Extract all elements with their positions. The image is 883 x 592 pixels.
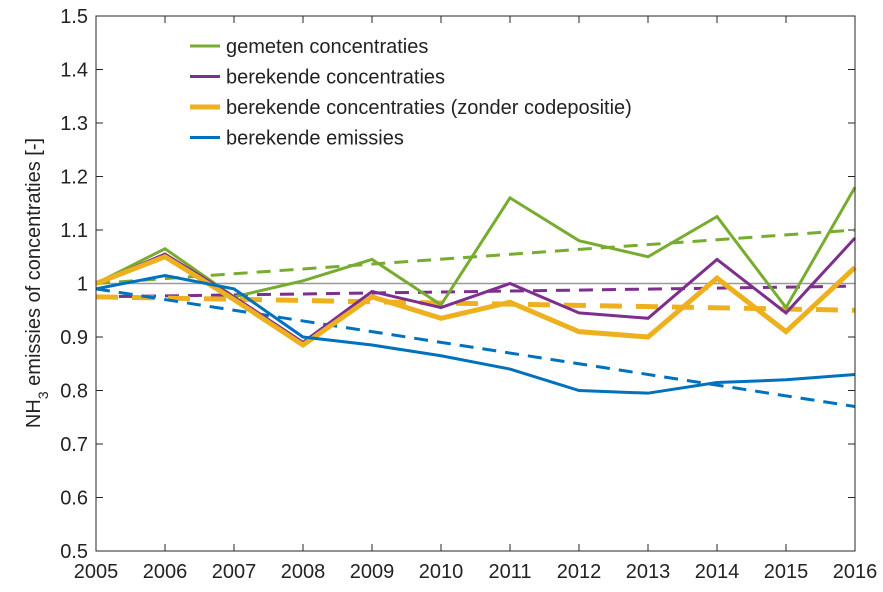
series-line: [95, 253, 857, 349]
x-tick-label: 2016: [833, 561, 878, 583]
trend-line: [95, 287, 856, 409]
y-tick-label: 0.9: [60, 327, 88, 349]
y-tick-label: 1.2: [60, 167, 88, 189]
legend-label: berekende concentraties (zonder codeposi…: [226, 97, 632, 119]
y-tick-label: 0.8: [60, 381, 88, 403]
x-tick-label: 2013: [626, 561, 671, 583]
y-tick-label: 0.6: [60, 488, 88, 510]
x-tick-label: 2015: [764, 561, 809, 583]
trend-line: [95, 294, 856, 313]
y-label-rest: emissies of concentraties [-]: [23, 138, 45, 391]
x-tick-label: 2008: [281, 561, 326, 583]
y-tick-label: 1: [77, 274, 88, 296]
series-line: [95, 186, 857, 311]
y-tick-label: 0.7: [60, 434, 88, 456]
series-line: [95, 273, 856, 395]
x-tick-label: 2009: [350, 561, 395, 583]
y-tick-label: 1.5: [60, 6, 88, 28]
y-tick-label: 0.5: [60, 541, 88, 563]
x-tick-label: 2007: [212, 561, 257, 583]
x-tick-label: 2012: [557, 561, 602, 583]
x-tick-label: 2005: [74, 561, 119, 583]
y-label-main: NH: [23, 399, 45, 428]
trend-line: [95, 228, 856, 285]
y-tick-label: 1.3: [60, 113, 88, 135]
y-label-sub: 3: [35, 391, 51, 399]
legend-label: berekende concentraties: [226, 67, 445, 89]
y-axis-label: NH3 emissies of concentraties [-]: [23, 138, 51, 428]
y-tick-label: 1.1: [60, 220, 88, 242]
y-tick-label: 1.4: [60, 60, 88, 82]
x-tick-label: 2010: [419, 561, 464, 583]
x-tick-label: 2011: [488, 561, 531, 583]
legend-label: gemeten concentraties: [226, 36, 428, 58]
plot-frame: [95, 15, 856, 552]
legend-label: berekende emissies: [226, 128, 404, 150]
x-tick-label: 2014: [695, 561, 740, 583]
x-tick-label: 2006: [143, 561, 188, 583]
